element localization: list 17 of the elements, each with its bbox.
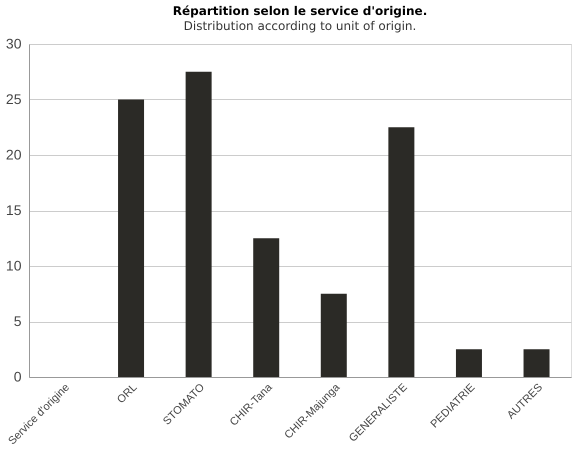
bar [388,127,414,377]
y-tick-label: 15 [6,202,22,218]
y-tick-label: 5 [14,313,22,329]
y-tick-label: 30 [6,36,22,52]
bar [186,72,212,377]
chart-title: Répartition selon le service d'origine. [172,4,428,18]
x-tick-label: ORL [115,382,140,406]
bar [320,294,347,377]
bar [524,349,550,377]
bar [253,238,280,377]
bar [118,100,144,377]
y-tick-label: 10 [6,258,22,274]
y-tick-label: 20 [6,146,22,162]
chart-subtitle: Distribution according to unit of origin. [184,19,416,33]
y-tick-label: 0 [14,368,22,384]
y-tick-label: 25 [6,91,22,107]
bar [456,349,482,377]
